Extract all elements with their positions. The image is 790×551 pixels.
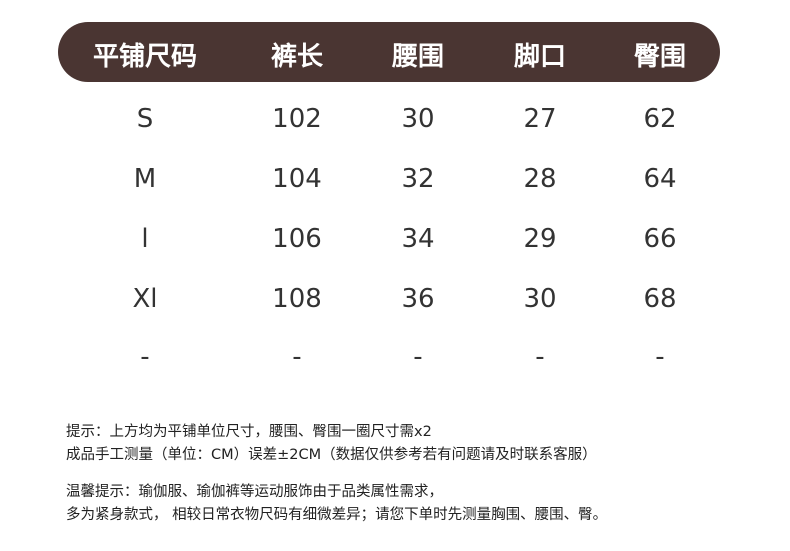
- note-line: 温馨提示：瑜伽服、瑜伽裤等运动服饰由于品类属性需求，: [66, 484, 443, 500]
- column-header: 腰围: [391, 42, 444, 72]
- table-cell: 108: [272, 284, 322, 314]
- column-header: 裤长: [270, 42, 323, 72]
- column-header: 脚口: [513, 42, 566, 72]
- table-cell: Xl: [132, 284, 158, 314]
- note-line: 提示：上方均为平铺单位尺寸，腰围、臀围一圈尺寸需x2: [66, 424, 432, 440]
- table-cell: S: [136, 104, 154, 134]
- table-cell: -: [413, 342, 423, 372]
- table-cell: 28: [523, 164, 557, 194]
- table-cell: 106: [272, 224, 322, 254]
- table-cell: -: [292, 342, 302, 372]
- table-cell: 30: [523, 284, 557, 314]
- table-cell: 66: [643, 224, 677, 254]
- table-cell: 68: [643, 284, 677, 314]
- column-header: 平铺尺码: [92, 42, 197, 72]
- table-cell: 104: [272, 164, 322, 194]
- note-line: 成品手工测量（单位：CM）误差±2CM（数据仅供参考若有问题请及时联系客服）: [66, 447, 597, 463]
- table-cell: 29: [523, 224, 557, 254]
- table-cell: -: [655, 342, 665, 372]
- table-cell: -: [140, 342, 150, 372]
- note-line: 多为紧身款式， 相较日常衣物尺码有细微差异；请您下单时先测量胸围、腰围、臀。: [66, 507, 608, 523]
- table-cell: 27: [523, 104, 557, 134]
- table-header: 平铺尺码 裤长 腰围 脚口 臀围: [58, 22, 720, 82]
- table-cell: 64: [643, 164, 677, 194]
- table-cell: 30: [401, 104, 435, 134]
- table-cell: 32: [401, 164, 435, 194]
- table-cell: M: [133, 164, 157, 194]
- table-cell: l: [141, 224, 149, 254]
- column-header: 臀围: [633, 42, 686, 72]
- table-cell: 34: [401, 224, 435, 254]
- table-cell: -: [535, 342, 545, 372]
- table-cell: 102: [272, 104, 322, 134]
- table-cell: 62: [643, 104, 677, 134]
- table-cell: 36: [401, 284, 435, 314]
